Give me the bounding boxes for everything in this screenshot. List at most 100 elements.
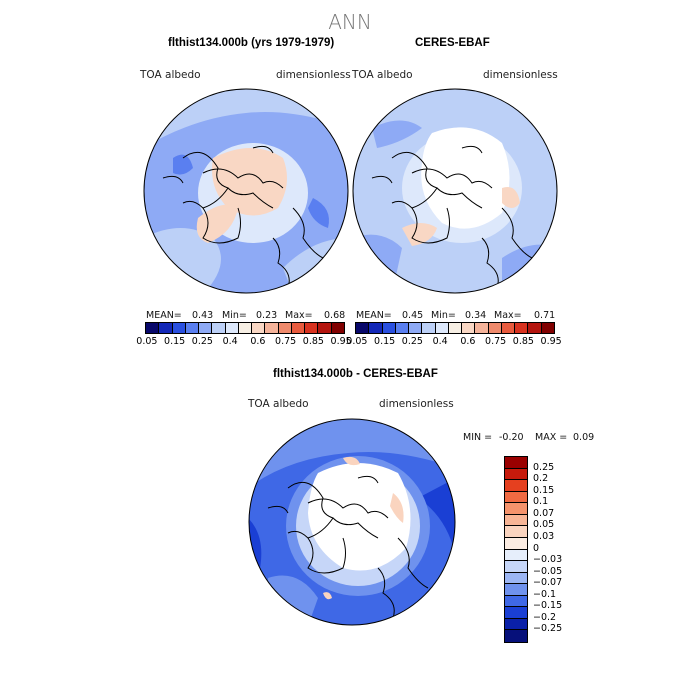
left-colorbar-ticks: 0.05 0.15 0.25 0.4 0.6 0.75 0.85 0.95 bbox=[133, 336, 355, 347]
colorbar-swatch bbox=[331, 323, 344, 333]
colorbar-swatch bbox=[146, 323, 160, 333]
bottom-polar-map bbox=[248, 418, 456, 626]
right-colorbar-ticks: 0.05 0.15 0.25 0.4 0.6 0.75 0.85 0.95 bbox=[343, 336, 565, 347]
colorbar-tick-label: 0.25 bbox=[401, 336, 423, 347]
colorbar-swatch bbox=[185, 323, 200, 333]
colorbar-swatch bbox=[505, 630, 527, 642]
colorbar-tick-label: 0.4 bbox=[222, 336, 238, 347]
colorbar-swatch bbox=[505, 549, 527, 562]
colorbar-tick-label: 0.15 bbox=[374, 336, 396, 347]
colorbar-tick-label: 0.2 bbox=[533, 473, 549, 485]
colorbar-swatch bbox=[515, 323, 529, 333]
left-colorbar bbox=[145, 322, 345, 334]
colorbar-tick-label: 0.05 bbox=[346, 336, 368, 347]
bottom-min-value: -0.20 bbox=[499, 432, 524, 443]
right-units-label: dimensionless bbox=[483, 69, 558, 81]
colorbar-tick-label: 0.85 bbox=[512, 336, 534, 347]
colorbar-swatch bbox=[305, 323, 319, 333]
colorbar-tick-label: 0.75 bbox=[275, 336, 297, 347]
colorbar-swatch bbox=[528, 323, 542, 333]
right-colorbar bbox=[355, 322, 555, 334]
colorbar-swatch bbox=[505, 561, 527, 573]
colorbar-swatch bbox=[172, 323, 186, 333]
colorbar-tick-label: −0.25 bbox=[533, 623, 563, 635]
colorbar-tick-label: 0.25 bbox=[533, 461, 555, 473]
right-min-value: 0.34 bbox=[465, 310, 487, 321]
colorbar-tick-label: −0.07 bbox=[533, 577, 563, 589]
colorbar-swatch bbox=[448, 323, 463, 333]
colorbar-swatch bbox=[225, 323, 239, 333]
left-units-label: dimensionless bbox=[276, 69, 351, 81]
colorbar-tick-label: 0.6 bbox=[250, 336, 266, 347]
colorbar-swatch bbox=[238, 323, 253, 333]
colorbar-swatch bbox=[395, 323, 410, 333]
colorbar-tick-label: 0.05 bbox=[136, 336, 158, 347]
colorbar-swatch bbox=[475, 323, 489, 333]
left-max-label: Max= bbox=[285, 310, 313, 321]
colorbar-swatch bbox=[318, 323, 332, 333]
colorbar-swatch bbox=[462, 323, 476, 333]
colorbar-tick-label: 0.07 bbox=[533, 507, 555, 519]
bottom-min-label: MIN = bbox=[463, 432, 493, 443]
colorbar-tick-label: −0.2 bbox=[533, 611, 557, 623]
bottom-colorbar-ticks: 0.25 0.2 0.15 0.1 0.07 0.05 0.03 0 −0.03 −0.05 −0.… bbox=[533, 456, 593, 641]
colorbar-tick-label: −0.15 bbox=[533, 600, 563, 612]
colorbar-tick-label: 0.05 bbox=[533, 519, 555, 531]
left-mean-label: MEAN= bbox=[146, 310, 182, 321]
bottom-colorbar bbox=[504, 456, 528, 643]
colorbar-swatch bbox=[505, 572, 527, 585]
colorbar-swatch bbox=[505, 457, 527, 469]
colorbar-swatch bbox=[252, 323, 266, 333]
bottom-variable-label: TOA albedo bbox=[248, 398, 309, 410]
colorbar-swatch bbox=[199, 323, 213, 333]
colorbar-tick-label: 0.85 bbox=[302, 336, 324, 347]
colorbar-tick-label: −0.1 bbox=[533, 588, 557, 600]
bottom-max-label: MAX = bbox=[535, 432, 568, 443]
left-mean-value: 0.43 bbox=[192, 310, 214, 321]
colorbar-tick-label: 0.1 bbox=[533, 496, 549, 508]
colorbar-swatch bbox=[505, 514, 527, 527]
colorbar-swatch bbox=[435, 323, 449, 333]
left-min-label: Min= bbox=[222, 310, 247, 321]
left-min-value: 0.23 bbox=[256, 310, 278, 321]
colorbar-swatch bbox=[409, 323, 423, 333]
colorbar-tick-label: 0.4 bbox=[432, 336, 448, 347]
colorbar-swatch bbox=[291, 323, 306, 333]
colorbar-swatch bbox=[265, 323, 279, 333]
bottom-max-value: 0.09 bbox=[573, 432, 595, 443]
bottom-panel-title: flthist134.000b - CERES-EBAF bbox=[273, 368, 438, 380]
right-mean-value: 0.45 bbox=[402, 310, 424, 321]
left-panel-title: flthist134.000b (yrs 1979-1979) bbox=[168, 37, 335, 49]
colorbar-swatch bbox=[159, 323, 173, 333]
colorbar-swatch bbox=[488, 323, 502, 333]
colorbar-tick-label: 0.6 bbox=[460, 336, 476, 347]
colorbar-swatch bbox=[505, 526, 527, 538]
colorbar-tick-label: 0.15 bbox=[164, 336, 186, 347]
colorbar-swatch bbox=[369, 323, 383, 333]
bottom-units-label: dimensionless bbox=[379, 398, 454, 410]
colorbar-swatch bbox=[212, 323, 226, 333]
colorbar-tick-label: 0.03 bbox=[533, 530, 555, 542]
colorbar-tick-label: −0.05 bbox=[533, 565, 563, 577]
colorbar-tick-label: 0.75 bbox=[485, 336, 507, 347]
right-max-label: Max= bbox=[494, 310, 522, 321]
right-max-value: 0.71 bbox=[534, 310, 556, 321]
colorbar-swatch bbox=[356, 323, 370, 333]
colorbar-swatch bbox=[501, 323, 516, 333]
colorbar-swatch bbox=[505, 618, 527, 631]
colorbar-tick-label: 0.15 bbox=[533, 484, 555, 496]
right-min-label: Min= bbox=[431, 310, 456, 321]
colorbar-swatch bbox=[505, 607, 527, 619]
figure-title: ANN bbox=[328, 10, 372, 34]
right-variable-label: TOA albedo bbox=[352, 69, 413, 81]
colorbar-tick-label: −0.03 bbox=[533, 554, 563, 566]
colorbar-swatch bbox=[505, 584, 527, 596]
colorbar-swatch bbox=[505, 537, 527, 550]
left-polar-map bbox=[143, 88, 349, 294]
right-polar-map bbox=[352, 88, 558, 294]
colorbar-swatch bbox=[422, 323, 436, 333]
colorbar-swatch bbox=[505, 595, 527, 608]
colorbar-swatch bbox=[505, 468, 527, 481]
left-max-value: 0.68 bbox=[324, 310, 346, 321]
colorbar-swatch bbox=[505, 503, 527, 515]
